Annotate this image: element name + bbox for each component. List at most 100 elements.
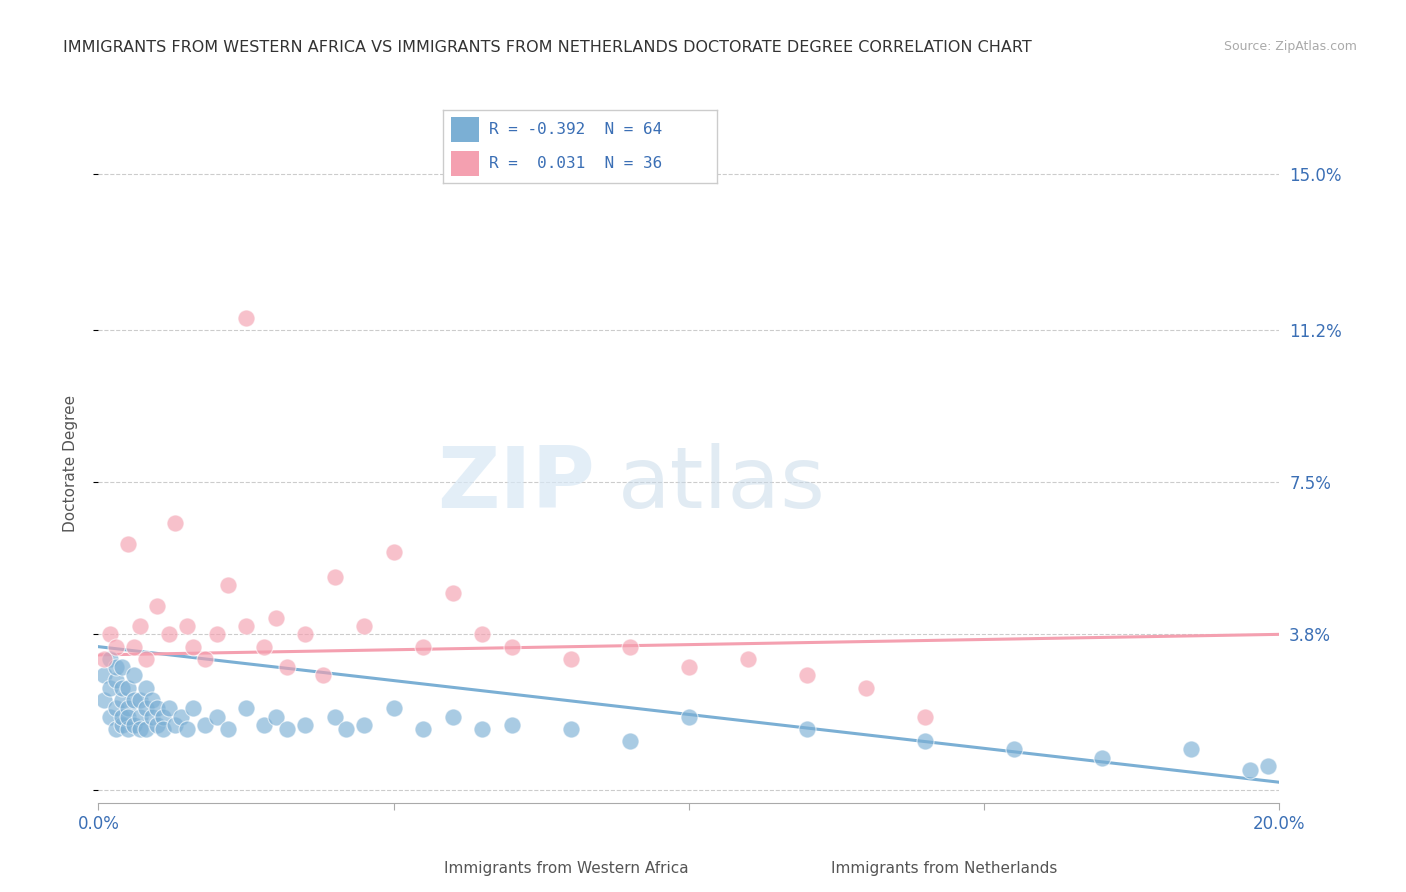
Point [98, 681, 121, 695]
Point [914, 734, 936, 748]
Point [914, 709, 936, 723]
Point [122, 668, 145, 682]
Text: Source: ZipAtlas.com: Source: ZipAtlas.com [1223, 40, 1357, 54]
Point [128, 722, 150, 736]
Point [441, 709, 464, 723]
Point [235, 701, 257, 715]
Point [181, 640, 204, 654]
Point [217, 722, 239, 736]
Point [141, 693, 163, 707]
Point [181, 701, 204, 715]
Text: IMMIGRANTS FROM WESTERN AFRICA VS IMMIGRANTS FROM NETHERLANDS DOCTORATE DEGREE C: IMMIGRANTS FROM WESTERN AFRICA VS IMMIGR… [63, 40, 1032, 55]
Point [796, 722, 818, 736]
Point [1180, 742, 1202, 756]
Point [98, 709, 121, 723]
Point [1257, 759, 1279, 773]
Point [253, 640, 276, 654]
Point [1002, 742, 1025, 756]
Point [117, 701, 139, 715]
Point [501, 640, 523, 654]
Point [382, 545, 405, 559]
Point [217, 578, 239, 592]
Point [323, 709, 346, 723]
Point [165, 717, 187, 731]
Text: ZIP: ZIP [437, 442, 595, 525]
Point [1239, 763, 1261, 777]
Point [170, 709, 193, 723]
Point [98, 652, 121, 666]
Point [353, 717, 375, 731]
Point [335, 722, 357, 736]
Point [796, 668, 818, 682]
Point [135, 701, 157, 715]
Point [146, 717, 169, 731]
Point [176, 722, 198, 736]
Point [194, 652, 217, 666]
Point [105, 660, 128, 674]
Point [276, 660, 298, 674]
Point [294, 717, 316, 731]
Point [135, 722, 157, 736]
Point [1091, 750, 1114, 764]
Point [105, 640, 128, 654]
Point [111, 709, 134, 723]
Point [98, 627, 121, 641]
Point [111, 717, 134, 731]
Point [128, 619, 150, 633]
Text: Immigrants from Western Africa: Immigrants from Western Africa [444, 862, 689, 876]
Point [105, 701, 128, 715]
Point [253, 717, 276, 731]
Point [122, 640, 145, 654]
Point [501, 717, 523, 731]
Point [412, 722, 434, 736]
Point [737, 652, 759, 666]
Point [117, 722, 139, 736]
Point [111, 681, 134, 695]
Point [560, 722, 582, 736]
Point [264, 611, 287, 625]
Point [205, 709, 228, 723]
Point [128, 693, 150, 707]
Point [165, 516, 187, 531]
Point [105, 722, 128, 736]
Point [678, 660, 700, 674]
Point [353, 619, 375, 633]
Point [117, 709, 139, 723]
Text: Immigrants from Netherlands: Immigrants from Netherlands [831, 862, 1057, 876]
Point [141, 709, 163, 723]
Point [146, 701, 169, 715]
Point [312, 668, 335, 682]
Point [135, 681, 157, 695]
Point [152, 722, 174, 736]
Point [235, 310, 257, 325]
Point [412, 640, 434, 654]
Point [471, 722, 494, 736]
Point [93, 693, 115, 707]
Point [157, 701, 180, 715]
Y-axis label: Doctorate Degree: Doctorate Degree [63, 395, 77, 533]
Point [194, 717, 217, 731]
Point [619, 640, 641, 654]
Point [471, 627, 494, 641]
Text: atlas: atlas [619, 442, 827, 525]
Point [152, 709, 174, 723]
Point [111, 660, 134, 674]
Point [276, 722, 298, 736]
Point [294, 627, 316, 641]
Point [122, 717, 145, 731]
Point [441, 586, 464, 600]
Point [93, 652, 115, 666]
Point [205, 627, 228, 641]
Point [146, 599, 169, 613]
Point [157, 627, 180, 641]
Point [235, 619, 257, 633]
Text: R =  0.031  N = 36: R = 0.031 N = 36 [489, 155, 662, 170]
Point [264, 709, 287, 723]
Point [105, 673, 128, 687]
Point [382, 701, 405, 715]
Point [678, 709, 700, 723]
Point [128, 709, 150, 723]
Bar [451, 117, 478, 142]
Bar [451, 151, 478, 176]
Point [855, 681, 877, 695]
